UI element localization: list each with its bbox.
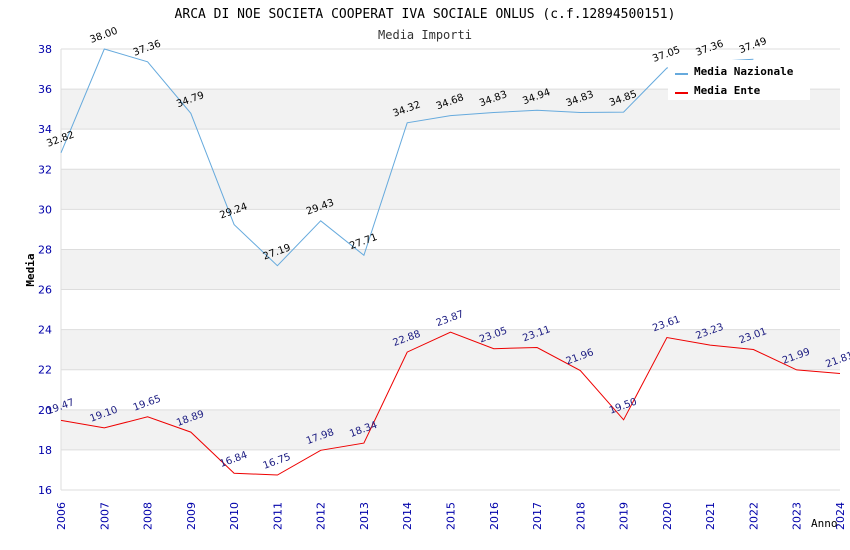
grid-band: [61, 249, 840, 290]
legend-box: [668, 60, 810, 100]
data-label: 37.36: [132, 39, 163, 59]
data-label: 23.87: [435, 309, 466, 329]
chart-title: ARCA DI NOE SOCIETA COOPERAT IVA SOCIALE…: [175, 7, 676, 22]
data-label: 16.84: [218, 450, 249, 470]
x-tick-label: 2022: [747, 502, 760, 530]
y-tick-label: 22: [38, 364, 52, 377]
y-tick-label: 32: [38, 163, 52, 176]
x-tick-label: 2019: [618, 502, 631, 530]
data-label: 38.00: [89, 26, 120, 46]
x-tick-label: 2011: [271, 502, 284, 530]
x-tick-label: 2017: [531, 502, 544, 530]
x-tick-label: 2007: [98, 502, 111, 530]
grid-band: [61, 409, 840, 450]
x-tick-label: 2006: [55, 502, 68, 530]
data-label: 37.49: [738, 36, 769, 56]
legend: Media Nazionale Media Ente: [668, 60, 810, 100]
grid-bands: [61, 89, 840, 450]
x-tick-label: 2012: [315, 502, 328, 530]
y-tick-label: 36: [38, 83, 52, 96]
y-tick-label: 18: [38, 444, 52, 457]
x-tick-label: 2023: [791, 502, 804, 530]
series-line-ente: [60, 331, 841, 476]
x-tick-label: 2015: [445, 502, 458, 530]
y-tick-label: 20: [38, 404, 52, 417]
grid-band: [61, 169, 840, 210]
grid-band: [61, 329, 840, 370]
x-tick-label: 2020: [661, 502, 674, 530]
y-axis-label: Media: [24, 253, 37, 286]
legend-label-ente: Media Ente: [694, 84, 761, 97]
x-tick-label: 2014: [401, 502, 414, 530]
y-tick-label: 16: [38, 484, 52, 497]
x-tick-label: 2016: [488, 502, 501, 530]
series-lines: [60, 48, 841, 476]
x-axis-label: Anno: [811, 517, 838, 530]
y-tick-label: 26: [38, 284, 52, 297]
x-axis-ticks: 2006 2007 2008 2009 2010 2011 2012 2013 2014 2015…: [55, 502, 847, 530]
legend-label-nazionale: Media Nazionale: [694, 65, 794, 78]
x-tick-label: 2013: [358, 502, 371, 530]
y-tick-label: 38: [38, 43, 52, 56]
series-line-nazionale: [60, 48, 754, 267]
y-tick-label: 34: [38, 123, 52, 136]
y-tick-label: 28: [38, 243, 52, 256]
x-tick-label: 2018: [574, 502, 587, 530]
y-axis-ticks: 16 18 20 22 24 26 28 30 32 34 36 38: [38, 43, 52, 497]
x-tick-label: 2021: [704, 502, 717, 530]
y-tick-label: 24: [38, 324, 52, 337]
x-tick-label: 2024: [834, 502, 847, 530]
data-label: 37.36: [694, 39, 725, 59]
y-tick-label: 30: [38, 203, 52, 216]
x-tick-label: 2010: [228, 502, 241, 530]
x-tick-label: 2009: [185, 502, 198, 530]
x-tick-label: 2008: [142, 502, 155, 530]
chart-subtitle: Media Importi: [378, 28, 472, 42]
